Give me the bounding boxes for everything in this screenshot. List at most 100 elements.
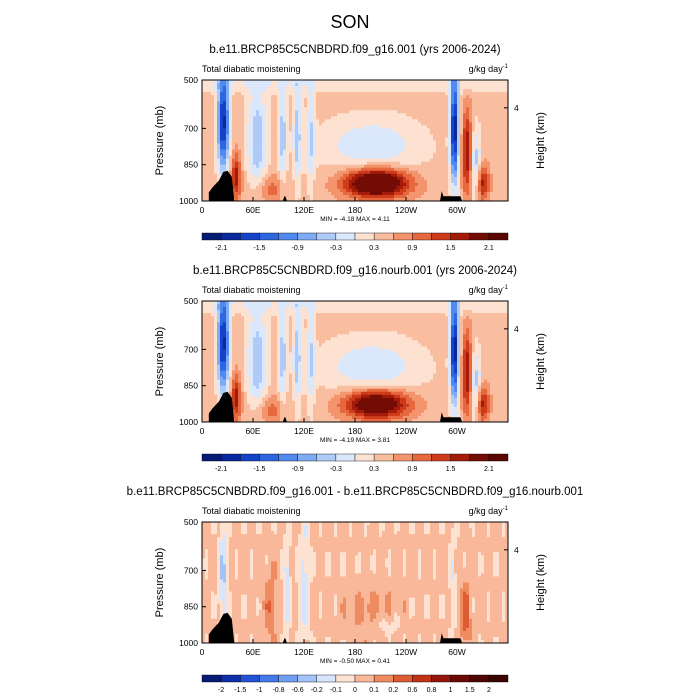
field-cell bbox=[244, 140, 248, 144]
field-cell bbox=[214, 137, 218, 141]
field-cell bbox=[220, 370, 224, 374]
field-cell bbox=[271, 158, 275, 163]
panel-2: b.e11.BRCP85C5CNBDRD.f09_g16.nourb.001 (… bbox=[154, 265, 547, 473]
field-cell bbox=[463, 131, 467, 135]
field-cell bbox=[475, 164, 479, 169]
field-cell bbox=[238, 191, 242, 196]
field-cell bbox=[469, 110, 473, 114]
field-cell bbox=[310, 155, 314, 160]
field-cell bbox=[484, 92, 488, 96]
field-cell bbox=[292, 179, 296, 184]
field-cell bbox=[385, 146, 389, 150]
field-cell bbox=[478, 140, 482, 144]
field-cell bbox=[364, 137, 368, 141]
field-cell bbox=[448, 170, 452, 175]
field-cell bbox=[256, 334, 260, 338]
field-cell bbox=[253, 185, 257, 190]
field-cell bbox=[499, 122, 503, 126]
field-cell bbox=[241, 370, 245, 374]
field-cell bbox=[322, 92, 326, 96]
field-cell bbox=[295, 146, 299, 150]
field-cell bbox=[226, 376, 230, 381]
field-cell bbox=[211, 370, 215, 374]
field-cell bbox=[415, 155, 419, 160]
field-cell bbox=[238, 328, 242, 332]
field-cell bbox=[265, 149, 269, 153]
field-cell bbox=[334, 158, 338, 163]
field-cell bbox=[202, 122, 206, 126]
field-cell bbox=[409, 170, 413, 175]
field-cell bbox=[469, 185, 473, 190]
field-cell bbox=[388, 101, 392, 105]
field-cell bbox=[409, 152, 413, 157]
field-cell bbox=[244, 137, 248, 141]
field-cell bbox=[226, 119, 230, 123]
field-cell bbox=[472, 176, 476, 181]
field-cell bbox=[274, 179, 278, 184]
field-cell bbox=[214, 116, 218, 120]
field-cell bbox=[205, 310, 209, 314]
field-cell bbox=[235, 400, 239, 405]
field-cell bbox=[424, 182, 428, 187]
field-cell bbox=[496, 152, 500, 157]
field-cell bbox=[268, 83, 272, 87]
field-cell bbox=[418, 104, 422, 108]
field-cell bbox=[448, 149, 452, 153]
field-cell bbox=[334, 182, 338, 187]
field-cell bbox=[283, 176, 287, 181]
field-cell bbox=[490, 116, 494, 120]
field-cell bbox=[400, 197, 404, 202]
field-cell bbox=[211, 161, 215, 166]
field-cell bbox=[238, 352, 242, 356]
field-cell bbox=[250, 334, 254, 338]
field-cell bbox=[298, 146, 302, 150]
field-cell bbox=[442, 131, 446, 135]
field-cell bbox=[298, 164, 302, 169]
field-cell bbox=[274, 146, 278, 150]
field-cell bbox=[205, 155, 209, 160]
field-cell bbox=[304, 80, 308, 84]
field-cell bbox=[247, 343, 251, 347]
field-cell bbox=[340, 179, 344, 184]
field-cell bbox=[358, 158, 362, 163]
field-cell bbox=[217, 310, 221, 314]
field-cell bbox=[211, 358, 215, 362]
field-cell bbox=[445, 161, 449, 166]
field-cell bbox=[202, 125, 206, 129]
field-cell bbox=[223, 110, 227, 114]
field-cell bbox=[490, 191, 494, 196]
field-cell bbox=[334, 80, 338, 84]
field-cell bbox=[427, 113, 431, 117]
field-cell bbox=[244, 385, 248, 390]
field-cell bbox=[268, 182, 272, 187]
field-cell bbox=[280, 143, 284, 147]
field-cell bbox=[445, 152, 449, 157]
field-cell bbox=[397, 176, 401, 181]
field-cell bbox=[268, 89, 272, 93]
field-cell bbox=[265, 98, 269, 102]
field-cell bbox=[427, 128, 431, 132]
field-cell bbox=[241, 191, 245, 196]
field-cell bbox=[463, 188, 467, 193]
field-cell bbox=[220, 98, 224, 102]
field-cell bbox=[403, 89, 407, 93]
field-cell bbox=[322, 164, 326, 169]
field-cell bbox=[211, 152, 215, 157]
field-cell bbox=[412, 98, 416, 102]
field-cell bbox=[292, 80, 296, 84]
field-cell bbox=[241, 412, 245, 417]
field-cell bbox=[280, 188, 284, 193]
field-cell bbox=[364, 92, 368, 96]
field-cell bbox=[352, 176, 356, 181]
field-cell bbox=[361, 197, 365, 202]
field-cell bbox=[301, 98, 305, 102]
field-cell bbox=[382, 89, 386, 93]
field-cell bbox=[244, 394, 248, 399]
field-cell bbox=[250, 367, 254, 371]
field-cell bbox=[475, 101, 479, 105]
field-cell bbox=[208, 304, 212, 308]
field-cell bbox=[340, 164, 344, 169]
field-cell bbox=[382, 86, 386, 90]
field-cell bbox=[202, 86, 206, 90]
field-cell bbox=[304, 83, 308, 87]
